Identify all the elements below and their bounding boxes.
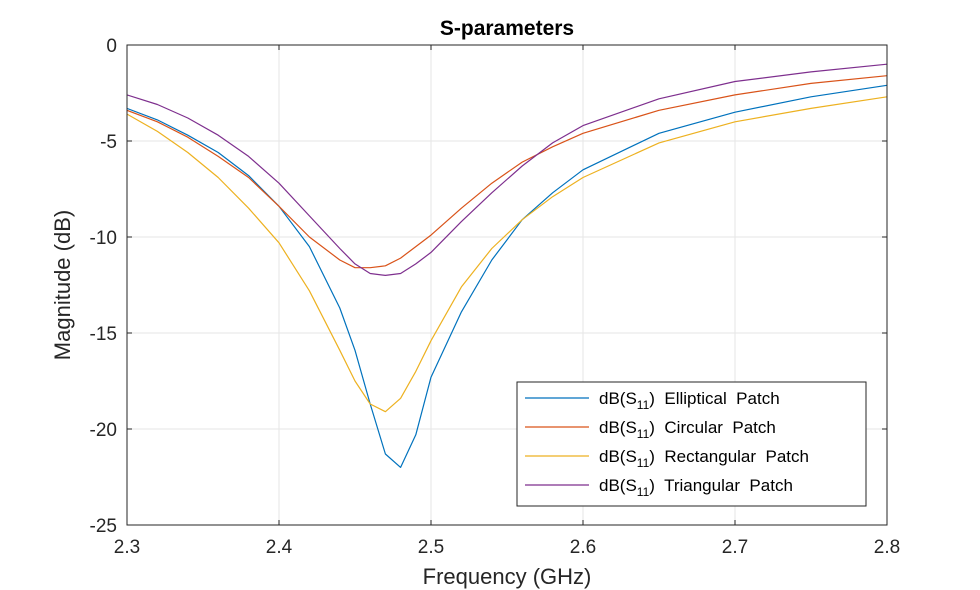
- y-tick-label: -20: [90, 420, 117, 441]
- legend: dB(S11) Elliptical Patch dB(S11) Circular…: [516, 381, 867, 507]
- series-line-rectangular-patch: [126, 96, 888, 413]
- legend-entry: dB(S11) Elliptical Patch: [599, 389, 780, 412]
- y-tick-label: -15: [90, 324, 117, 345]
- x-tick-label: 2.5: [418, 537, 444, 558]
- x-tick-label: 2.6: [570, 537, 596, 558]
- legend-entry: dB(S11) Triangular Patch: [599, 476, 793, 499]
- series-line-triangular-patch: [126, 63, 888, 276]
- x-tick-label: 2.4: [266, 537, 293, 558]
- y-tick-label: 0: [106, 36, 117, 57]
- x-tick-label: 2.8: [874, 537, 900, 558]
- x-axis-label: Frequency (GHz): [423, 564, 592, 589]
- series-line-elliptical-patch: [126, 84, 888, 468]
- series-lines: [126, 63, 888, 468]
- legend-entry: dB(S11) Rectangular Patch: [599, 447, 809, 470]
- legend-entry: dB(S11) Circular Patch: [599, 418, 776, 441]
- chart-title: S-parameters: [440, 17, 574, 40]
- x-tick-label: 2.3: [114, 537, 140, 558]
- axis-ticks: 2.3 2.4 2.5 2.6 2.7 2.8 0 -5 -10 -15 -20 -25: [90, 36, 901, 558]
- series-line-circular-patch: [126, 75, 888, 269]
- y-tick-label: -10: [90, 228, 117, 249]
- y-tick-label: -5: [100, 132, 117, 153]
- x-tick-label: 2.7: [722, 537, 748, 558]
- axes-box: [126, 44, 888, 526]
- y-axis-label: Magnitude (dB): [50, 210, 75, 360]
- y-tick-label: -25: [90, 516, 117, 537]
